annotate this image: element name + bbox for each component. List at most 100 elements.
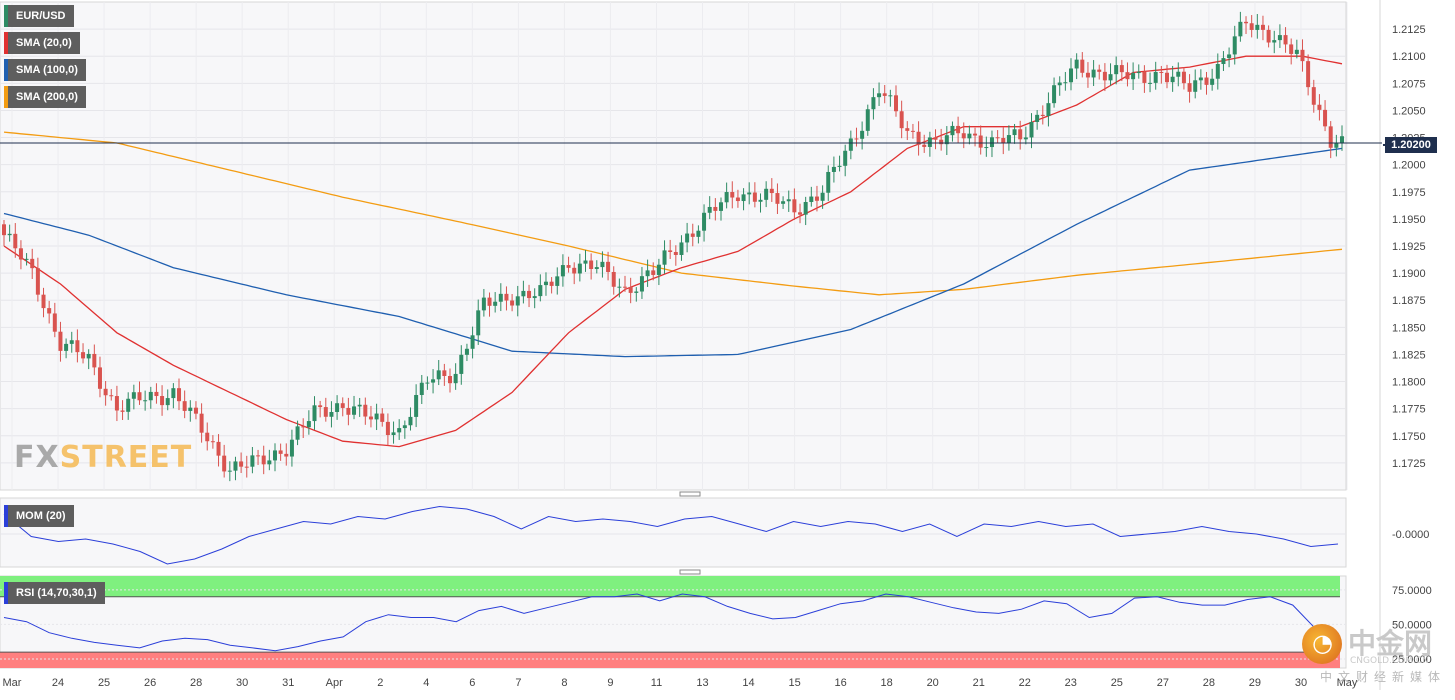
x-tick-label: 14: [742, 677, 754, 689]
candle-body: [227, 470, 232, 472]
price-tick-label: 1.2000: [1392, 160, 1426, 172]
candle-body: [1159, 71, 1164, 73]
legend-mom[interactable]: MOM (20): [4, 505, 74, 527]
candle-body: [673, 251, 678, 255]
candle-body: [137, 392, 142, 401]
candle-body: [532, 296, 537, 299]
price-tick-label: 1.1750: [1392, 431, 1426, 443]
candle-body: [1260, 24, 1265, 30]
candle-body: [894, 95, 898, 112]
candle-body: [301, 426, 306, 428]
x-tick-label: 21: [973, 677, 985, 689]
candle-body: [1210, 78, 1215, 85]
x-tick-label: 27: [1157, 677, 1169, 689]
x-tick-label: 28: [1203, 677, 1215, 689]
legend-sma20[interactable]: SMA (20,0): [4, 32, 80, 54]
price-tick-label: 1.1975: [1392, 187, 1426, 199]
x-tick-label: May: [1337, 677, 1358, 689]
candle-body: [927, 137, 932, 147]
price-tick-label: 1.1875: [1392, 295, 1426, 307]
candle-body: [1244, 21, 1249, 24]
candle-body: [391, 432, 396, 436]
panel-splitter-0: [679, 491, 701, 497]
candle-body: [1012, 129, 1017, 136]
candle-body: [634, 291, 639, 293]
candle-body: [109, 395, 114, 397]
candle-body: [1311, 87, 1316, 105]
candle-body: [1006, 135, 1011, 144]
candle-body: [487, 297, 492, 306]
candle-body: [278, 450, 283, 454]
candle-body: [566, 265, 571, 268]
candle-body: [1255, 24, 1260, 30]
candle-body: [182, 401, 187, 411]
legend-mom-label: MOM (20): [16, 510, 66, 522]
candle-body: [52, 313, 57, 332]
candle-body: [41, 294, 46, 309]
legend-rsi[interactable]: RSI (14,70,30,1): [4, 582, 105, 604]
candle-body: [250, 455, 255, 467]
candle-body: [397, 428, 402, 433]
legend-sma100[interactable]: SMA (100,0): [4, 59, 86, 81]
candle-body: [639, 276, 644, 292]
candle-body: [543, 281, 548, 286]
candle-body: [854, 138, 859, 140]
legend-instrument[interactable]: EUR/USD: [4, 5, 74, 27]
candle-body: [690, 233, 695, 237]
legend-instrument-label: EUR/USD: [16, 10, 66, 22]
candle-body: [402, 425, 407, 429]
candle-body: [481, 297, 486, 311]
candle-body: [442, 370, 447, 376]
candle-body: [1153, 71, 1158, 83]
candle-body: [244, 466, 249, 468]
candle-body: [939, 139, 944, 145]
sma200-swatch: [4, 86, 8, 108]
candle-body: [989, 137, 994, 148]
candle-body: [510, 300, 515, 306]
candle-body: [256, 455, 261, 457]
candle-body: [436, 370, 441, 380]
candle-body: [792, 199, 797, 213]
candle-body: [1232, 36, 1237, 55]
candle-body: [205, 432, 210, 442]
candle-body: [160, 396, 165, 406]
candle-body: [1306, 61, 1311, 88]
candle-body: [289, 439, 294, 457]
candle-body: [843, 150, 848, 166]
legend-sma200[interactable]: SMA (200,0): [4, 86, 86, 108]
candle-body: [950, 125, 955, 136]
cngold-logo-name: 中金网: [1348, 627, 1433, 660]
candle-body: [131, 392, 136, 399]
cngold-logo: ◔ 中金网 CNGOLD.COM.CN 中文财经新媒体: [1300, 622, 1450, 690]
candle-body: [718, 202, 723, 211]
candle-body: [148, 391, 153, 401]
candle-body: [1334, 143, 1339, 148]
candle-body: [775, 193, 780, 204]
candle-body: [323, 407, 328, 417]
candle-body: [747, 192, 752, 195]
x-tick-label: 15: [788, 677, 800, 689]
candle-body: [798, 212, 803, 215]
candle-body: [425, 382, 430, 384]
candle-body: [177, 388, 182, 402]
price-tick-label: 1.1725: [1392, 458, 1426, 470]
candle-body: [120, 410, 125, 412]
candle-body: [1193, 80, 1198, 92]
candle-body: [30, 258, 35, 269]
candle-body: [81, 352, 86, 359]
candle-body: [459, 354, 464, 374]
candle-body: [662, 250, 667, 265]
candle-body: [1040, 114, 1045, 117]
candle-body: [685, 233, 690, 243]
candle-body: [504, 293, 509, 301]
candle-body: [1119, 65, 1124, 73]
candle-body: [126, 398, 131, 412]
candle-body: [741, 194, 746, 202]
candle-body: [905, 128, 910, 131]
x-tick-label: 24: [52, 677, 64, 689]
candle-body: [882, 93, 887, 96]
price-tick-label: 1.1825: [1392, 349, 1426, 361]
rsi-tick-label: 50.0000: [1392, 619, 1432, 631]
candle-body: [809, 196, 814, 203]
